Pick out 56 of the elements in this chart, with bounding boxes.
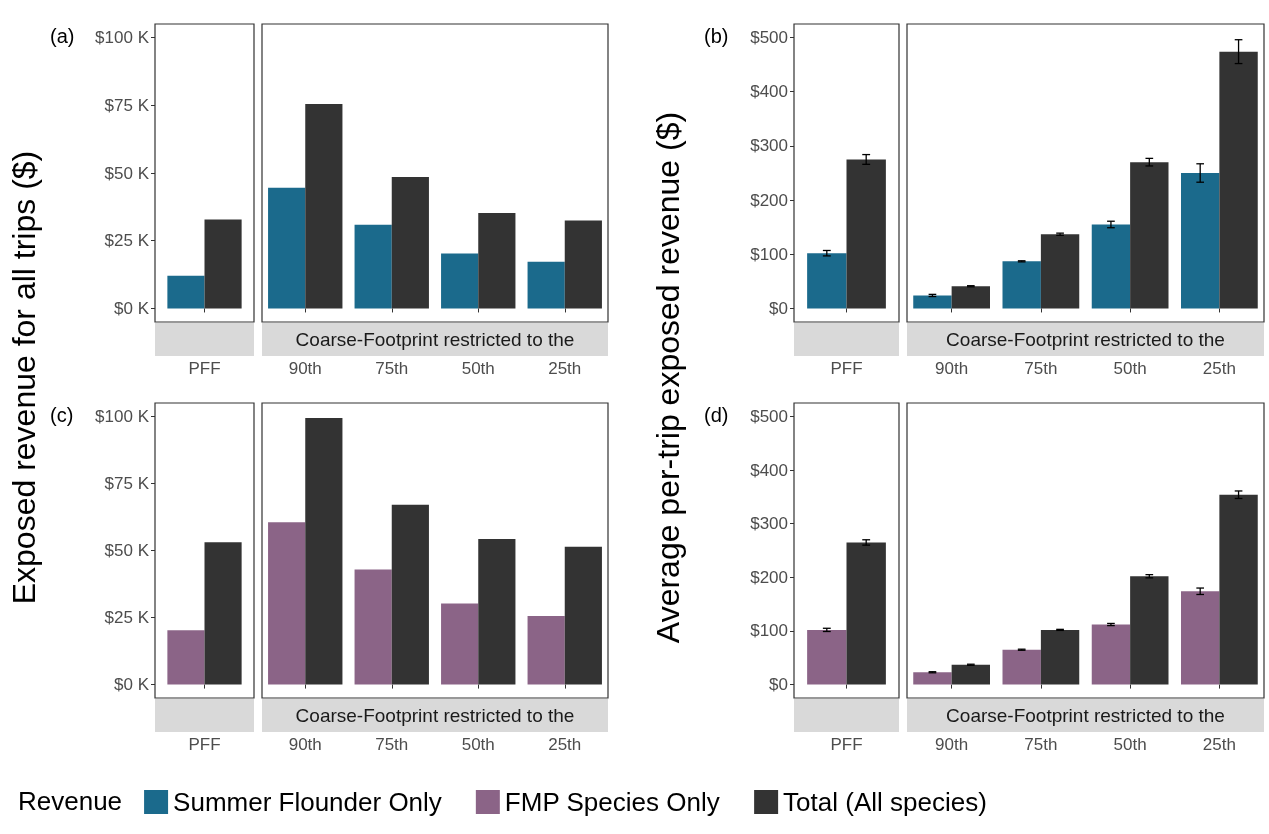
x-tick-label: 25th xyxy=(1202,735,1236,754)
y-tick-label: $0 xyxy=(769,675,788,695)
x-tick-label: PFF xyxy=(830,735,863,754)
x-tick-label: 75th xyxy=(375,735,409,754)
y-tick-label: $400 xyxy=(750,82,788,102)
text: (a) xyxy=(50,25,75,47)
x-tick-label: 50th xyxy=(461,735,495,754)
y-tick-label: $100 xyxy=(750,621,788,641)
x-tick-label: 50th xyxy=(1113,735,1147,754)
x-tick-label: 90th xyxy=(288,735,322,754)
y-tick-label: $400 xyxy=(750,460,788,480)
y-tick-label: $500 xyxy=(750,406,788,426)
x-tick-label: 90th xyxy=(935,735,969,754)
y-tick-label: $300 xyxy=(750,136,788,156)
x-tick-label: 50th xyxy=(461,359,495,378)
x-tick-label: 75th xyxy=(1024,735,1058,754)
y-tick-label: $100 K xyxy=(95,406,150,426)
y-tick-label: $200 xyxy=(750,190,788,210)
legend-title: Revenue xyxy=(18,786,123,816)
legend-label: Summer Flounder Only xyxy=(173,787,442,817)
y-tick-label: $0 K xyxy=(114,298,150,318)
x-tick-label: PFF xyxy=(188,359,221,378)
y-tick-label: $300 xyxy=(750,514,788,534)
y-tick-label: $75 K xyxy=(104,95,150,115)
text: Coarse-Footprint restricted to the xyxy=(946,705,1225,726)
x-tick-label: 25th xyxy=(1202,359,1236,378)
x-tick-label: 90th xyxy=(935,359,969,378)
y-axis-title: Average per-trip exposed revenue ($) xyxy=(650,111,686,644)
x-tick-label: 75th xyxy=(1024,359,1058,378)
y-tick-label: $50 K xyxy=(104,541,150,560)
x-tick-label: PFF xyxy=(188,735,221,754)
x-tick-label: 75th xyxy=(375,359,409,378)
text: (d) xyxy=(704,404,729,426)
y-axis-title: Exposed revenue for all trips ($) xyxy=(6,150,42,605)
y-tick-label: $100 K xyxy=(95,28,150,48)
text: Coarse-Footprint restricted to the xyxy=(295,329,575,350)
legend-label: FMP Species Only xyxy=(504,787,720,817)
y-tick-label: $25 K xyxy=(104,608,150,628)
text: Coarse-Footprint restricted to the xyxy=(295,705,575,726)
x-tick-label: 50th xyxy=(1113,359,1147,378)
x-tick-label: 25th xyxy=(548,735,582,754)
y-tick-label: $100 xyxy=(750,244,788,264)
y-tick-label: $75 K xyxy=(104,473,150,493)
y-tick-label: $200 xyxy=(750,567,788,587)
y-tick-label: $50 K xyxy=(104,163,150,183)
y-tick-label: $500 xyxy=(750,28,788,48)
text: (c) xyxy=(50,404,74,426)
legend-label: Total (All species) xyxy=(783,787,987,817)
y-tick-label: $25 K xyxy=(104,231,150,251)
x-tick-label: PFF xyxy=(830,359,863,378)
y-tick-label: $0 K xyxy=(114,675,150,695)
y-tick-label: $0 xyxy=(769,298,788,318)
text: (b) xyxy=(704,25,729,47)
text: Coarse-Footprint restricted to the xyxy=(946,329,1225,350)
x-tick-label: 25th xyxy=(548,359,582,378)
x-tick-label: 90th xyxy=(288,359,322,378)
